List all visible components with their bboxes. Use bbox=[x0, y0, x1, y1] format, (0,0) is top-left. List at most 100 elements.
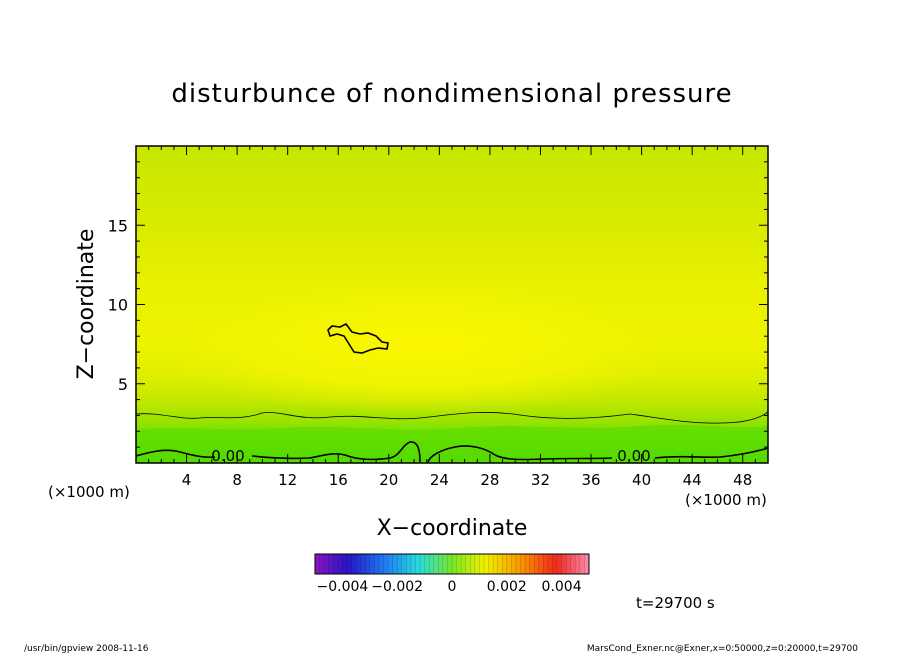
x-tick-label: 8 bbox=[232, 471, 242, 489]
colorbar-cell bbox=[465, 554, 471, 574]
colorbar-cell bbox=[438, 554, 444, 574]
colorbar-cell bbox=[561, 554, 567, 574]
colorbar-cell bbox=[424, 554, 430, 574]
colorbar-tick-label: 0.002 bbox=[487, 579, 527, 595]
colorbar-cell bbox=[470, 554, 476, 574]
colorbar-cell bbox=[360, 554, 366, 574]
colorbar-cell bbox=[397, 554, 403, 574]
x-tick-label: 36 bbox=[581, 471, 600, 489]
contour-closed bbox=[327, 322, 389, 354]
footer-right: MarsCond_Exner.nc@Exner,x=0:50000,z=0:20… bbox=[587, 644, 858, 654]
pressure-core bbox=[150, 275, 690, 415]
colorbar-cell bbox=[483, 554, 490, 574]
colorbar-ticks: −0.004 −0.002 0 0.002 0.004 bbox=[316, 579, 581, 595]
colorbar-cell bbox=[566, 554, 572, 574]
colorbar-tick-label: 0.004 bbox=[542, 579, 582, 595]
colorbar-cell bbox=[324, 554, 330, 574]
colorbar-cell bbox=[575, 554, 581, 574]
colorbar-cell bbox=[392, 554, 398, 574]
y-tick-label: 10 bbox=[108, 296, 128, 315]
colorbar-cell bbox=[351, 554, 357, 574]
colorbar-cell bbox=[543, 554, 549, 574]
plot-area bbox=[136, 146, 768, 463]
x-tick-label: 4 bbox=[182, 471, 192, 489]
contour-line-upper bbox=[136, 411, 768, 424]
x-tick-label: 48 bbox=[733, 471, 752, 489]
colorbar-cell bbox=[547, 554, 553, 574]
colorbar-cell bbox=[333, 554, 339, 574]
x-tick-label: 44 bbox=[683, 471, 702, 489]
colorbar-cell bbox=[579, 554, 585, 574]
colorbar-cell bbox=[497, 554, 503, 574]
colorbar-cell bbox=[315, 554, 321, 574]
colorbar-cell bbox=[493, 554, 499, 574]
colorbar-cell bbox=[374, 554, 380, 574]
colorbar-tick-label: −0.002 bbox=[371, 579, 423, 595]
colorbar-cell bbox=[346, 554, 353, 574]
colorbar-cell bbox=[506, 554, 512, 574]
colorbar-cell bbox=[447, 554, 453, 574]
colorbar-cell bbox=[515, 554, 521, 574]
colorbar bbox=[314, 554, 590, 574]
y-axis: 5 10 15 bbox=[108, 161, 768, 448]
colorbar-frame bbox=[314, 553, 590, 575]
colorbar-cell bbox=[442, 554, 448, 574]
colorbar-tick-label: 0 bbox=[448, 579, 457, 595]
colorbar-cell bbox=[328, 554, 334, 574]
colorbar-cell bbox=[342, 554, 348, 574]
colorbar-cell bbox=[415, 554, 421, 574]
colorbar-cell bbox=[378, 554, 384, 574]
x-tick-label: 28 bbox=[480, 471, 499, 489]
colorbar-cell bbox=[429, 554, 435, 574]
x-tick-label: 12 bbox=[278, 471, 297, 489]
colorbar-cell bbox=[452, 554, 458, 574]
chart-title: disturbunce of nondimensional pressure bbox=[171, 79, 732, 109]
colorbar-cell bbox=[538, 554, 544, 574]
colorbar-cell bbox=[369, 554, 375, 574]
colorbar-cell bbox=[557, 554, 563, 574]
colorbar-cell bbox=[520, 554, 526, 574]
colorbar-cell bbox=[383, 554, 389, 574]
colorbar-cell bbox=[502, 554, 508, 574]
colorbar-cell bbox=[433, 554, 439, 574]
colorbar-cell bbox=[479, 554, 485, 574]
colorbar-cell bbox=[420, 554, 426, 574]
colorbar-cell bbox=[410, 554, 416, 574]
colorbar-cell bbox=[461, 554, 467, 574]
colorbar-tick-label: −0.004 bbox=[316, 579, 368, 595]
contour-label: 0.00 bbox=[617, 447, 650, 465]
colorbar-cell bbox=[584, 554, 590, 574]
colorbar-cell bbox=[570, 554, 576, 574]
x-axis-label: X−coordinate bbox=[377, 516, 528, 541]
time-label: t=29700 s bbox=[636, 594, 715, 612]
x-unit-label: (×1000 m) bbox=[685, 491, 767, 509]
colorbar-cell bbox=[406, 554, 412, 574]
x-tick-label: 40 bbox=[632, 471, 651, 489]
y-unit-label: (×1000 m) bbox=[48, 483, 130, 501]
colorbar-cell bbox=[456, 554, 462, 574]
y-axis-label: Z−coordinate bbox=[74, 229, 99, 380]
colorbar-cell bbox=[337, 554, 343, 574]
y-tick-label: 15 bbox=[108, 216, 128, 235]
x-tick-label: 20 bbox=[379, 471, 398, 489]
colorbar-cell bbox=[511, 554, 517, 574]
colorbar-cell bbox=[525, 554, 531, 574]
contour-label: 0.00 bbox=[211, 447, 244, 465]
colorbar-cell bbox=[319, 554, 325, 574]
colorbar-cell bbox=[534, 554, 540, 574]
x-tick-label: 16 bbox=[329, 471, 348, 489]
colorbar-cell bbox=[529, 554, 535, 574]
colorbar-cell bbox=[401, 554, 407, 574]
colorbar-cell bbox=[365, 554, 371, 574]
colorbar-cell bbox=[552, 554, 558, 574]
x-tick-label: 32 bbox=[531, 471, 550, 489]
colorbar-cell bbox=[488, 554, 494, 574]
colorbar-cell bbox=[474, 554, 480, 574]
footer-left: /usr/bin/gpview 2008-11-16 bbox=[24, 644, 149, 654]
x-axis: 4 8 12 16 20 24 28 32 36 40 44 48 bbox=[148, 146, 756, 489]
y-tick-label: 5 bbox=[118, 375, 128, 394]
colorbar-cell bbox=[388, 554, 394, 574]
x-tick-label: 24 bbox=[430, 471, 449, 489]
colorbar-cell bbox=[356, 554, 362, 574]
